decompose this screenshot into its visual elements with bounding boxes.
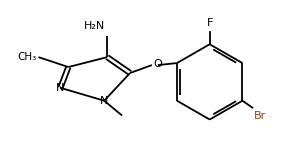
Text: Br: Br bbox=[253, 111, 266, 121]
Text: F: F bbox=[207, 18, 213, 28]
Text: CH₃: CH₃ bbox=[17, 52, 37, 62]
Text: N: N bbox=[100, 96, 108, 106]
Text: N: N bbox=[56, 83, 65, 93]
Text: H₂N: H₂N bbox=[84, 21, 105, 31]
Text: O: O bbox=[153, 59, 162, 69]
